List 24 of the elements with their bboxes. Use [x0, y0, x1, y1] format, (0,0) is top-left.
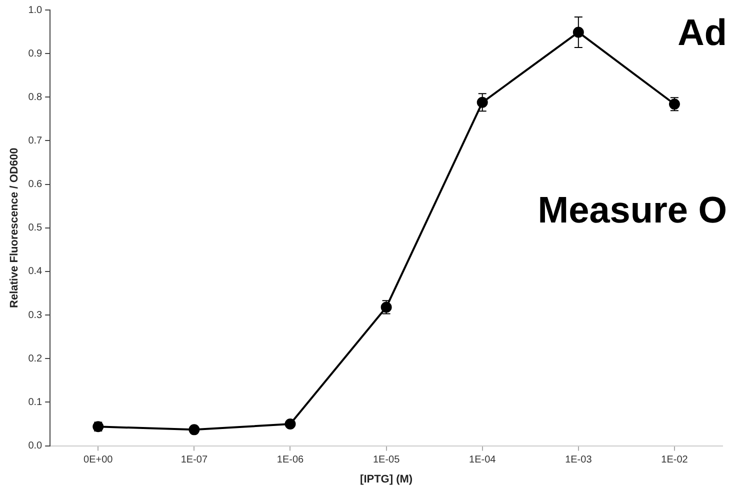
y-axis-title: Relative Fluorescence / OD600: [8, 148, 21, 308]
x-tick-label: 1E-06: [276, 454, 304, 466]
y-tick-label: 0.0: [28, 440, 43, 452]
point: [572, 26, 584, 38]
y-tick-label: 0.5: [28, 222, 43, 234]
y-tick-label: 0.9: [28, 48, 43, 60]
annotation: Measure O: [538, 190, 727, 231]
y-tick-label: 0.6: [28, 179, 43, 190]
x-axis-title: [IPTG] (M): [360, 473, 413, 486]
y-tick-label: 0.8: [28, 92, 43, 103]
x-tick-label: 1E-02: [661, 454, 688, 466]
y-tick-label: 1.0: [28, 4, 43, 16]
y-tick-label: 0.1: [28, 396, 43, 408]
y-tick-label: 0.3: [28, 310, 43, 321]
annotation: Ad: [678, 12, 727, 53]
point: [476, 96, 488, 108]
x-tick-label: 1E-04: [469, 454, 496, 466]
x-tick-label: 0E+00: [84, 454, 114, 466]
y-tick-label: 0.2: [28, 353, 43, 364]
y-tick-label: 0.7: [28, 135, 43, 146]
x-tick-label: 1E-07: [180, 454, 208, 466]
x-tick-label: 1E-03: [565, 454, 592, 466]
y-tick-label: 0.4: [28, 266, 43, 278]
x-tick-label: 1E-05: [372, 454, 400, 466]
